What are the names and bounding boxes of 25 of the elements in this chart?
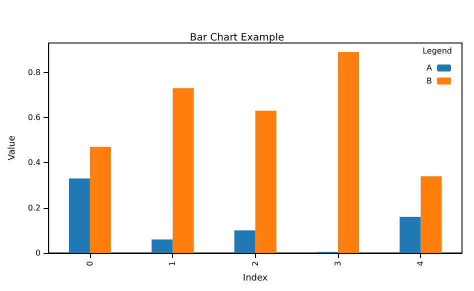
bar: [338, 52, 359, 253]
x-tick-label: 2: [250, 261, 260, 266]
bar: [234, 230, 256, 253]
legend-title: Legend: [422, 46, 452, 56]
bar: [90, 146, 111, 253]
x-tick-label: 0: [85, 261, 94, 266]
bar: [420, 176, 442, 253]
bar: [255, 110, 276, 253]
chart-title: Bar Chart Example: [190, 32, 284, 44]
legend-label: A: [426, 64, 433, 72]
bar: [152, 239, 173, 253]
legend-label: B: [426, 76, 432, 86]
y-tick-label: 0: [36, 248, 41, 258]
bar: [172, 88, 194, 253]
y-tick-label: 0.8: [28, 68, 41, 77]
y-tick-label: 0.2: [28, 203, 41, 212]
bar: [68, 178, 90, 253]
x-axis-title: Index: [242, 273, 268, 284]
bar: [400, 216, 421, 253]
y-axis-title: Value: [8, 135, 18, 160]
y-tick-label: 0.4: [28, 158, 41, 168]
x-tick-label: 4: [416, 261, 426, 266]
x-tick-label: 3: [333, 261, 342, 266]
y-tick-label: 0.6: [28, 113, 41, 122]
x-tick-label: 1: [168, 261, 178, 266]
